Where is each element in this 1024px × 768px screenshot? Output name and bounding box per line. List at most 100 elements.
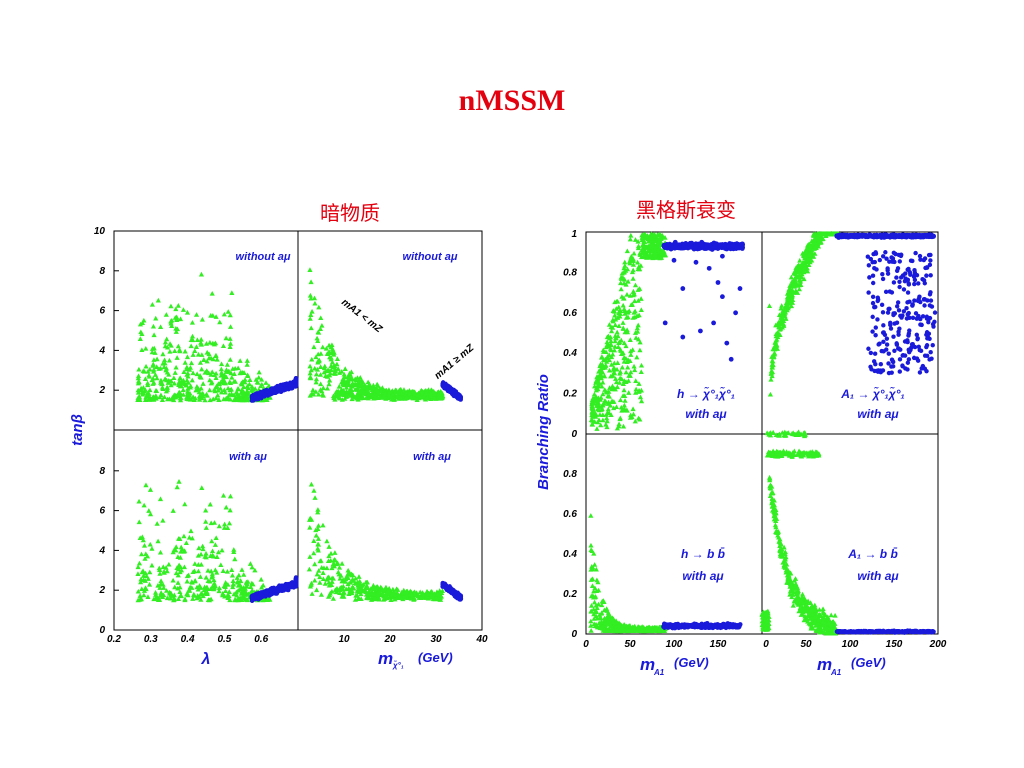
- green-marker: [331, 395, 337, 400]
- green-marker: [621, 387, 627, 393]
- blue-marker: [268, 588, 273, 593]
- blue-marker: [262, 392, 267, 397]
- green-marker: [227, 341, 234, 346]
- green-marker: [320, 570, 326, 575]
- green-marker: [222, 521, 228, 527]
- green-marker: [318, 592, 324, 597]
- green-marker: [221, 311, 227, 317]
- green-marker: [255, 380, 261, 385]
- green-marker: [229, 567, 235, 573]
- y-axis-label: tanβ: [69, 414, 86, 446]
- green-marker: [152, 372, 159, 377]
- blue-marker: [693, 259, 699, 265]
- green-marker: [628, 232, 634, 238]
- green-marker: [225, 309, 231, 314]
- green-marker: [163, 588, 170, 593]
- green-marker: [213, 370, 219, 376]
- green-marker: [256, 369, 262, 375]
- green-marker: [154, 356, 160, 362]
- green-marker: [329, 359, 336, 365]
- green-marker: [630, 276, 636, 281]
- green-marker: [307, 363, 313, 369]
- green-marker: [155, 538, 161, 544]
- green-marker: [178, 544, 184, 550]
- green-marker: [313, 354, 319, 360]
- green-marker: [331, 351, 337, 357]
- blue-marker: [706, 265, 712, 271]
- green-marker: [140, 568, 146, 574]
- green-marker: [149, 377, 155, 383]
- green-marker: [227, 312, 233, 318]
- green-marker: [328, 367, 334, 373]
- green-marker: [143, 345, 149, 351]
- green-marker: [326, 544, 332, 549]
- green-marker: [258, 377, 265, 382]
- green-marker: [208, 372, 214, 377]
- green-marker: [139, 320, 146, 326]
- green-marker: [312, 365, 318, 371]
- green-marker: [308, 312, 314, 317]
- green-marker: [240, 389, 246, 395]
- green-marker: [209, 548, 216, 554]
- blue-marker: [253, 394, 258, 399]
- green-marker: [145, 594, 151, 599]
- green-marker: [172, 584, 178, 590]
- green-marker: [609, 383, 616, 389]
- x-axis-label: λ: [201, 651, 211, 668]
- green-marker: [258, 576, 264, 582]
- green-marker: [232, 556, 238, 562]
- green-marker: [352, 376, 358, 382]
- green-marker: [312, 561, 318, 567]
- green-marker: [227, 379, 233, 385]
- blue-marker: [726, 243, 732, 249]
- green-marker: [315, 523, 322, 528]
- green-marker: [215, 549, 222, 555]
- green-marker: [227, 357, 233, 362]
- green-marker: [192, 348, 198, 353]
- blue-marker: [442, 581, 447, 587]
- green-marker: [156, 366, 162, 371]
- green-marker: [631, 250, 637, 256]
- green-marker: [205, 578, 211, 584]
- panel-frame: [761, 433, 939, 635]
- green-marker: [312, 495, 318, 500]
- green-marker: [320, 522, 326, 528]
- green-marker: [192, 561, 198, 566]
- blue-marker: [273, 587, 278, 592]
- green-marker: [256, 374, 262, 380]
- green-marker: [203, 554, 209, 560]
- green-marker: [218, 366, 224, 372]
- green-marker: [630, 288, 636, 294]
- green-marker: [200, 543, 206, 549]
- green-marker: [350, 381, 356, 387]
- green-marker: [180, 387, 186, 392]
- green-marker: [202, 369, 208, 375]
- green-marker: [143, 482, 149, 488]
- green-marker: [152, 350, 158, 355]
- blue-marker: [284, 386, 289, 392]
- x-tick-label: 0.2: [107, 634, 121, 645]
- green-marker: [168, 303, 174, 309]
- green-marker: [158, 578, 164, 584]
- green-marker: [198, 341, 205, 347]
- green-marker: [223, 504, 229, 510]
- green-marker: [207, 339, 213, 345]
- green-marker: [599, 354, 605, 359]
- green-marker: [161, 357, 168, 363]
- green-marker: [244, 362, 250, 367]
- green-marker: [355, 384, 361, 390]
- blue-marker: [720, 294, 725, 300]
- green-marker: [177, 397, 184, 403]
- green-marker: [147, 366, 153, 372]
- green-marker: [160, 360, 166, 366]
- green-marker: [345, 374, 351, 380]
- blue-marker: [275, 387, 280, 393]
- green-marker: [218, 361, 225, 367]
- green-marker: [151, 367, 157, 372]
- green-marker: [141, 368, 147, 374]
- green-marker: [319, 322, 325, 328]
- green-marker: [188, 343, 194, 349]
- green-marker: [202, 397, 208, 403]
- green-marker: [237, 358, 243, 363]
- green-marker: [173, 306, 179, 312]
